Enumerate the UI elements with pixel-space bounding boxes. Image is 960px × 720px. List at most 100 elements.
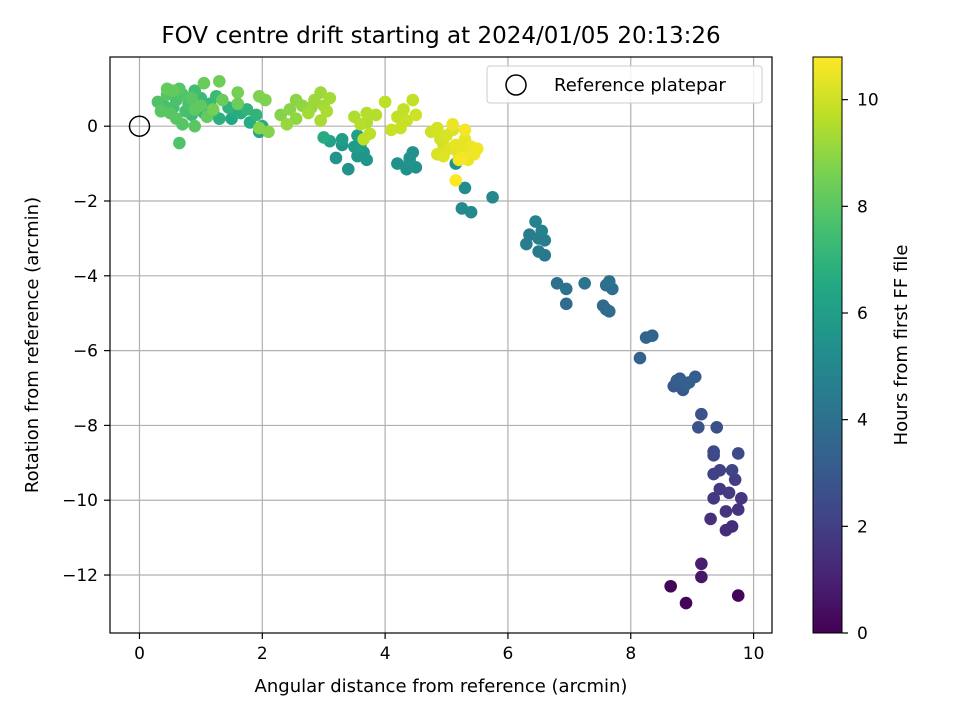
data-point [578, 276, 591, 290]
data-point [289, 112, 303, 126]
y-tick-label: 0 [87, 117, 98, 137]
y-tick-label: −8 [73, 416, 98, 436]
colorbar-tick-label: 6 [857, 304, 868, 324]
data-point [259, 93, 272, 107]
data-point [645, 329, 659, 342]
grid-lines [110, 57, 772, 633]
data-point [695, 570, 708, 584]
y-tick-label: −12 [62, 566, 98, 586]
data-point [559, 282, 573, 296]
data-point [688, 370, 702, 384]
data-point [550, 276, 564, 290]
data-point [323, 91, 337, 105]
x-tick-label: 0 [134, 644, 145, 664]
data-point [725, 463, 739, 477]
data-point [409, 108, 423, 122]
data-point [602, 305, 616, 318]
colorbar-tick-label: 0 [857, 624, 868, 644]
data-point [664, 579, 677, 593]
data-point [329, 151, 343, 165]
reference-point [128, 115, 151, 137]
x-tick-label: 2 [257, 644, 268, 664]
data-point [320, 104, 334, 118]
y-axis-label: Rotation from reference (arcmin) [22, 197, 43, 493]
data-point [403, 151, 416, 165]
data-point [731, 447, 745, 460]
data-point [378, 95, 392, 109]
data-point [713, 463, 727, 477]
data-point [240, 103, 254, 116]
data-point [725, 520, 739, 533]
data-point [449, 174, 463, 187]
data-point [559, 297, 573, 311]
data-point [532, 245, 545, 258]
data-point [394, 121, 407, 135]
data-point [262, 125, 275, 139]
data-point [719, 505, 733, 518]
plot-frame [109, 56, 773, 634]
x-tick-label: 6 [503, 644, 514, 664]
data-point [166, 84, 180, 97]
data-point [602, 275, 616, 288]
data-point [302, 106, 315, 120]
data-point [633, 351, 647, 365]
data-point [406, 93, 420, 107]
data-point [731, 589, 745, 602]
legend-reference-label: Reference platepar [554, 75, 726, 96]
data-point [185, 91, 198, 105]
data-point [335, 132, 349, 146]
data-point [231, 97, 245, 111]
data-point [341, 162, 355, 176]
data-point [280, 118, 294, 131]
data-point [249, 108, 263, 122]
data-point [470, 142, 484, 155]
colorbar-label: Hours from first FF file [891, 245, 912, 446]
legend-box [486, 65, 763, 104]
data-point [194, 99, 208, 112]
data-point [216, 93, 229, 107]
legend-reference-marker [505, 74, 527, 96]
y-tick-label: −6 [73, 342, 98, 362]
data-point [283, 103, 297, 116]
data-point [464, 205, 478, 219]
data-point [314, 114, 327, 127]
data-point [707, 492, 720, 505]
data-point [274, 108, 288, 122]
data-point [173, 136, 186, 150]
data-point [722, 486, 736, 500]
data-point [704, 512, 717, 526]
x-axis-ticks: 0 2 4 6 8 10 [134, 633, 764, 664]
x-tick-label: 10 [743, 644, 765, 664]
data-point [679, 377, 693, 391]
data-point [455, 151, 469, 165]
colorbar-tick-label: 8 [857, 197, 868, 217]
data-point [391, 157, 404, 170]
data-point [535, 224, 549, 238]
colorbar-tick-label: 2 [857, 517, 868, 537]
x-axis-label: Angular distance from reference (arcmin) [255, 676, 628, 697]
x-tick-label: 4 [380, 644, 391, 664]
data-point [357, 132, 370, 146]
data-point [458, 181, 472, 195]
chart-title: FOV centre drift starting at 2024/01/05 … [161, 23, 720, 49]
data-point [695, 557, 708, 571]
data-point [710, 420, 724, 434]
data-point [176, 118, 189, 131]
data-point [458, 123, 472, 137]
data-point [397, 103, 410, 116]
data-point [734, 492, 748, 505]
colorbar: 0 2 4 6 8 10 Hours from first FF file [812, 56, 912, 644]
data-point [486, 190, 499, 204]
y-tick-label: −2 [73, 192, 98, 212]
data-point [213, 75, 226, 88]
data-point [446, 118, 459, 131]
data-point [231, 86, 245, 99]
data-point [317, 131, 331, 144]
data-point [197, 76, 211, 90]
data-point [188, 119, 202, 133]
data-point [707, 445, 720, 458]
reference-platepar-marker [128, 115, 151, 137]
colorbar-gradient [812, 56, 843, 634]
